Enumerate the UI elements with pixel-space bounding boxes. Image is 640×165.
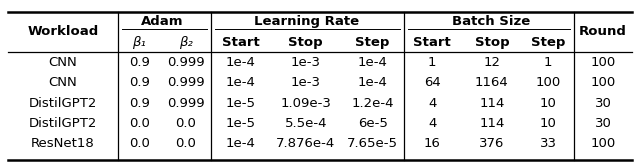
Text: 0.0: 0.0 (175, 117, 196, 130)
Text: 10: 10 (540, 117, 557, 130)
Text: 4: 4 (428, 117, 436, 130)
Text: 0.0: 0.0 (129, 117, 150, 130)
Text: 6e-5: 6e-5 (358, 117, 388, 130)
Text: 33: 33 (540, 137, 557, 150)
Text: 100: 100 (590, 76, 616, 89)
Text: 0.9: 0.9 (129, 56, 150, 69)
Text: CNN: CNN (49, 56, 77, 69)
Text: 1.09e-3: 1.09e-3 (280, 97, 331, 110)
Text: 0.9: 0.9 (129, 76, 150, 89)
Text: 1e-5: 1e-5 (225, 117, 255, 130)
Text: 5.5e-4: 5.5e-4 (284, 117, 327, 130)
Text: 16: 16 (424, 137, 441, 150)
Text: 1e-5: 1e-5 (225, 97, 255, 110)
Text: 1e-3: 1e-3 (291, 56, 321, 69)
Text: 1e-4: 1e-4 (225, 56, 255, 69)
Text: 0.999: 0.999 (167, 97, 205, 110)
Text: 376: 376 (479, 137, 504, 150)
Text: Round: Round (579, 25, 627, 38)
Text: Learning Rate: Learning Rate (253, 15, 359, 28)
Text: 1e-4: 1e-4 (358, 76, 388, 89)
Text: CNN: CNN (49, 76, 77, 89)
Text: Step: Step (531, 36, 565, 49)
Text: 0.0: 0.0 (175, 137, 196, 150)
Text: ResNet18: ResNet18 (31, 137, 95, 150)
Text: Adam: Adam (141, 15, 184, 28)
Text: 100: 100 (536, 76, 561, 89)
Text: 64: 64 (424, 76, 441, 89)
Text: 10: 10 (540, 97, 557, 110)
Text: Stop: Stop (289, 36, 323, 49)
Text: 7.876e-4: 7.876e-4 (276, 137, 335, 150)
Text: 0.9: 0.9 (129, 97, 150, 110)
Text: 1e-4: 1e-4 (358, 56, 388, 69)
Text: 0.999: 0.999 (167, 76, 205, 89)
Text: Workload: Workload (27, 25, 99, 38)
Text: 30: 30 (595, 117, 611, 130)
Text: 1e-4: 1e-4 (225, 137, 255, 150)
Text: β₁: β₁ (132, 36, 146, 49)
Text: 12: 12 (483, 56, 500, 69)
Text: 1e-4: 1e-4 (225, 76, 255, 89)
Text: Start: Start (413, 36, 451, 49)
Text: 1e-3: 1e-3 (291, 76, 321, 89)
Text: 1: 1 (544, 56, 552, 69)
Text: Step: Step (355, 36, 390, 49)
Text: 30: 30 (595, 97, 611, 110)
Text: 1164: 1164 (475, 76, 509, 89)
Text: 114: 114 (479, 97, 504, 110)
Text: 114: 114 (479, 117, 504, 130)
Text: Stop: Stop (475, 36, 509, 49)
Text: Start: Start (221, 36, 259, 49)
Text: 0.999: 0.999 (167, 56, 205, 69)
Text: DistilGPT2: DistilGPT2 (29, 97, 97, 110)
Text: 1: 1 (428, 56, 436, 69)
Text: 100: 100 (590, 56, 616, 69)
Text: DistilGPT2: DistilGPT2 (29, 117, 97, 130)
Text: Batch Size: Batch Size (452, 15, 530, 28)
Text: β₂: β₂ (179, 36, 193, 49)
Text: 4: 4 (428, 97, 436, 110)
Text: 100: 100 (590, 137, 616, 150)
Text: 7.65e-5: 7.65e-5 (347, 137, 398, 150)
Text: 0.0: 0.0 (129, 137, 150, 150)
Text: 1.2e-4: 1.2e-4 (351, 97, 394, 110)
